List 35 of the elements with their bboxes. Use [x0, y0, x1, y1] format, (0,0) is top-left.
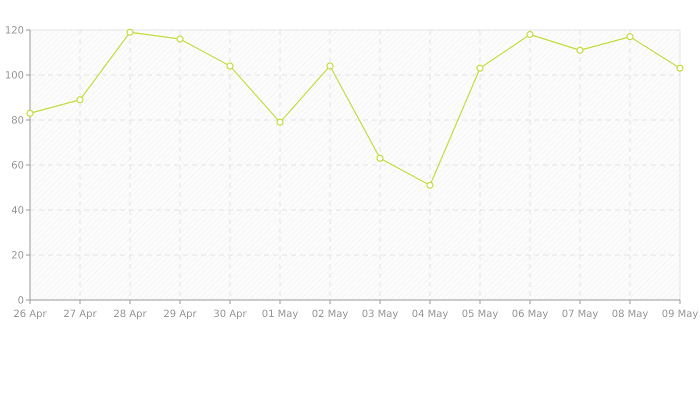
- point: [176, 35, 184, 43]
- point: [76, 96, 84, 104]
- x-tick-label: 07 May: [562, 309, 598, 320]
- y-tick-label: 40: [11, 206, 24, 216]
- x-tick-label: 04 May: [412, 309, 448, 320]
- x-tick-label: 30 Apr: [213, 309, 248, 320]
- point: [126, 28, 134, 36]
- y-tick-label: 100: [4, 70, 24, 82]
- x-tick-label: 09 May: [662, 309, 698, 320]
- point: [476, 64, 484, 72]
- x-tick-label: 06 May: [512, 309, 548, 320]
- x-tick-label: 26 Apr: [13, 309, 48, 320]
- point: [526, 30, 534, 38]
- x-tick-label: 08 May: [612, 309, 648, 320]
- y-tick-label: 80: [11, 116, 24, 126]
- point: [326, 62, 334, 70]
- point: [276, 118, 284, 126]
- point: [676, 64, 684, 72]
- point: [426, 182, 434, 189]
- point: [576, 46, 584, 54]
- point: [626, 33, 634, 40]
- point: [376, 154, 384, 162]
- y-tick-label: 0: [18, 296, 24, 306]
- y-tick-label: 20: [11, 250, 24, 262]
- x-tick-label: 05 May: [462, 309, 498, 320]
- x-tick-label: 02 May: [312, 309, 348, 320]
- x-tick-label: 29 Apr: [163, 309, 198, 320]
- x-tick-label: 01 May: [262, 309, 298, 320]
- point: [26, 110, 34, 117]
- y-tick-label: 60: [11, 160, 24, 172]
- x-tick-label: 27 Apr: [63, 309, 98, 320]
- x-tick-label: 28 Apr: [113, 309, 148, 320]
- point: [226, 62, 234, 70]
- y-tick-label: 120: [4, 26, 24, 36]
- x-tick-label: 03 May: [362, 309, 398, 320]
